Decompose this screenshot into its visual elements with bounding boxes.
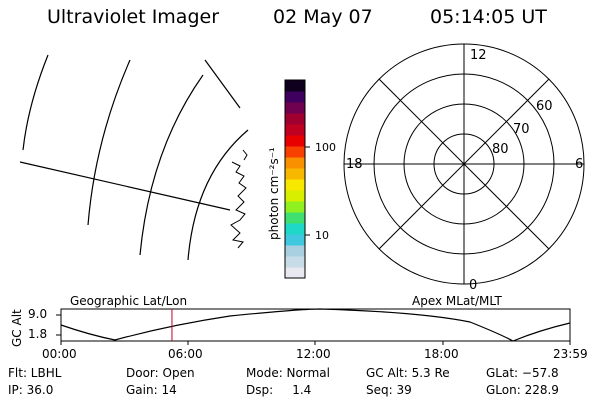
map-grid-line: [19, 161, 231, 211]
timeline-x-tick-label: 23:59: [553, 347, 588, 361]
instrument-title: Ultraviolet Imager: [47, 6, 220, 28]
color-bar-segment: [285, 245, 305, 257]
map-grid-line: [204, 59, 241, 109]
timeline-x-tick-label: 12:00: [296, 347, 331, 361]
timeline-y-tick-label: 9.0: [28, 307, 48, 321]
time-label: 05:14:05 UT: [430, 6, 547, 28]
filter-info: Flt: LBHL: [8, 366, 62, 380]
color-bar-segment: [285, 124, 305, 136]
color-bar-segment: [285, 146, 305, 158]
mlt-label-12: 12: [470, 48, 487, 63]
color-bar-segment: [285, 135, 305, 147]
color-bar-tick-label: 100: [315, 141, 336, 154]
color-bar-segment: [285, 179, 305, 191]
lat-label-80: 80: [492, 142, 509, 157]
color-bar-segment: [285, 80, 305, 92]
timeline-x-tick-label: 18:00: [424, 347, 459, 361]
glon-info: GLon: 228.9: [486, 383, 559, 397]
color-bar: [285, 80, 305, 279]
dsp-info: Dsp: 1.4: [246, 383, 312, 397]
polar-axis-diagonal: [378, 78, 550, 250]
orbit-altitude-curve: [60, 308, 571, 342]
color-bar-segment: [285, 267, 305, 279]
date-label: 02 May 07: [273, 6, 373, 28]
color-bar-segment: [285, 157, 305, 169]
mlt-label-18: 18: [346, 157, 363, 172]
ip-info: IP: 36.0: [8, 383, 54, 397]
color-bar-unit-label: photon cm⁻²s⁻¹: [267, 147, 281, 240]
color-bar-frame: [284, 79, 306, 279]
timeline-y-axis-label: GC Alt: [10, 309, 24, 347]
color-bar-segment: [285, 256, 305, 268]
color-bar-segment: [285, 190, 305, 202]
coastline: [230, 161, 247, 249]
lat-label-60: 60: [536, 99, 553, 114]
map-grid-arc: [139, 74, 204, 256]
color-bar-tick-label: 10: [315, 229, 329, 242]
timeline-x-tick-label: 06:00: [168, 347, 203, 361]
gc-alt-info: GC Alt: 5.3 Re: [366, 366, 450, 380]
gain-info: Gain: 14: [126, 383, 177, 397]
color-bar-segment: [285, 91, 305, 103]
mode-info: Mode: Normal: [246, 366, 330, 380]
apex-caption: Apex MLat/MLT: [412, 294, 502, 308]
geographic-caption: Geographic Lat/Lon: [70, 294, 188, 308]
color-bar-segment: [285, 234, 305, 246]
glat-info: GLat: −57.8: [486, 366, 559, 380]
color-bar-segment: [285, 113, 305, 125]
door-info: Door: Open: [126, 366, 195, 380]
timeline-frame: [60, 308, 571, 342]
seq-info: Seq: 39: [366, 383, 412, 397]
color-bar-segment: [285, 102, 305, 114]
color-bar-segment: [285, 168, 305, 180]
color-bar-segment: [285, 212, 305, 224]
map-grid-arc: [87, 59, 131, 226]
mlt-label-0: 0: [469, 278, 477, 293]
color-bar-segment: [285, 201, 305, 213]
mlt-label-6: 6: [575, 157, 583, 172]
timeline-x-tick-label: 00:00: [42, 347, 77, 361]
coastline: [242, 149, 248, 161]
geographic-map: [19, 54, 249, 261]
map-grid-arc: [187, 129, 249, 261]
map-grid-arc: [22, 54, 49, 151]
lat-label-70: 70: [513, 122, 530, 137]
timeline-plot: [56, 308, 571, 345]
timeline-y-tick-label: 1.8: [28, 327, 48, 341]
polar-plot: [343, 43, 585, 285]
color-bar-segment: [285, 223, 305, 235]
